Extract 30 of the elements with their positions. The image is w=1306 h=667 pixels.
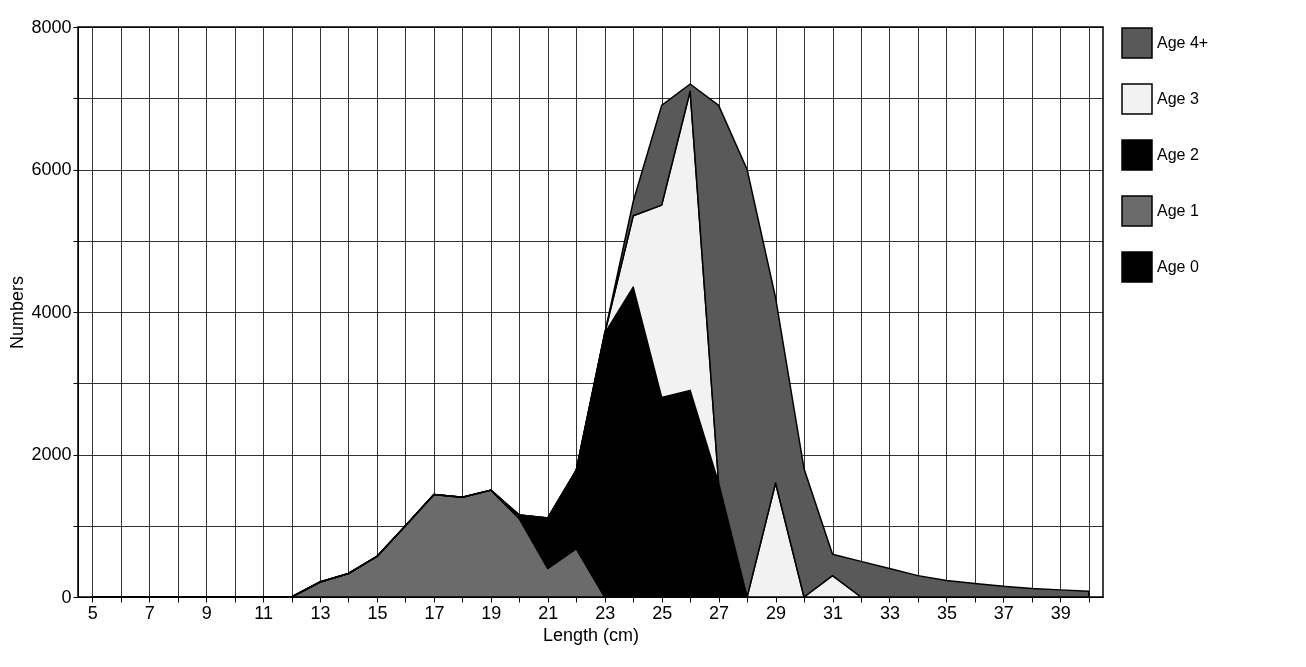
x-tick-label: 11 [254, 602, 273, 623]
y-tick-label: 8000 [31, 16, 72, 37]
x-tick-label: 33 [879, 602, 900, 623]
legend-label: Age 2 [1157, 146, 1199, 163]
x-tick-label: 31 [823, 602, 844, 623]
x-tick-label: 5 [87, 602, 98, 623]
x-tick-label: 15 [367, 602, 388, 623]
y-tick-label: 0 [61, 586, 72, 607]
legend-label: Age 0 [1157, 258, 1199, 275]
y-tick-label: 4000 [31, 301, 72, 322]
legend-label: Age 1 [1157, 202, 1199, 219]
x-tick-label: 37 [993, 602, 1014, 623]
x-tick-label: 29 [766, 602, 787, 623]
x-tick-label: 17 [424, 602, 445, 623]
x-tick-label: 25 [652, 602, 673, 623]
x-tick-label: 39 [1050, 602, 1071, 623]
x-tick-label: 23 [595, 602, 616, 623]
x-tick-label: 35 [936, 602, 957, 623]
y-axis-title: Numbers [7, 275, 28, 350]
y-tick-label: 2000 [31, 444, 72, 464]
legend-label: Age 3 [1157, 90, 1199, 107]
x-axis-title: Length (cm) [542, 624, 640, 645]
x-tick-label: 7 [144, 602, 155, 623]
x-tick-label: 27 [709, 602, 730, 623]
x-tick-label: 21 [538, 602, 559, 623]
x-tick-label: 9 [201, 602, 212, 623]
x-tick-label: 13 [310, 602, 331, 623]
y-tick-label: 6000 [31, 159, 72, 179]
x-tick-label: 19 [481, 602, 502, 623]
legend-label: Age 4+ [1157, 34, 1209, 51]
